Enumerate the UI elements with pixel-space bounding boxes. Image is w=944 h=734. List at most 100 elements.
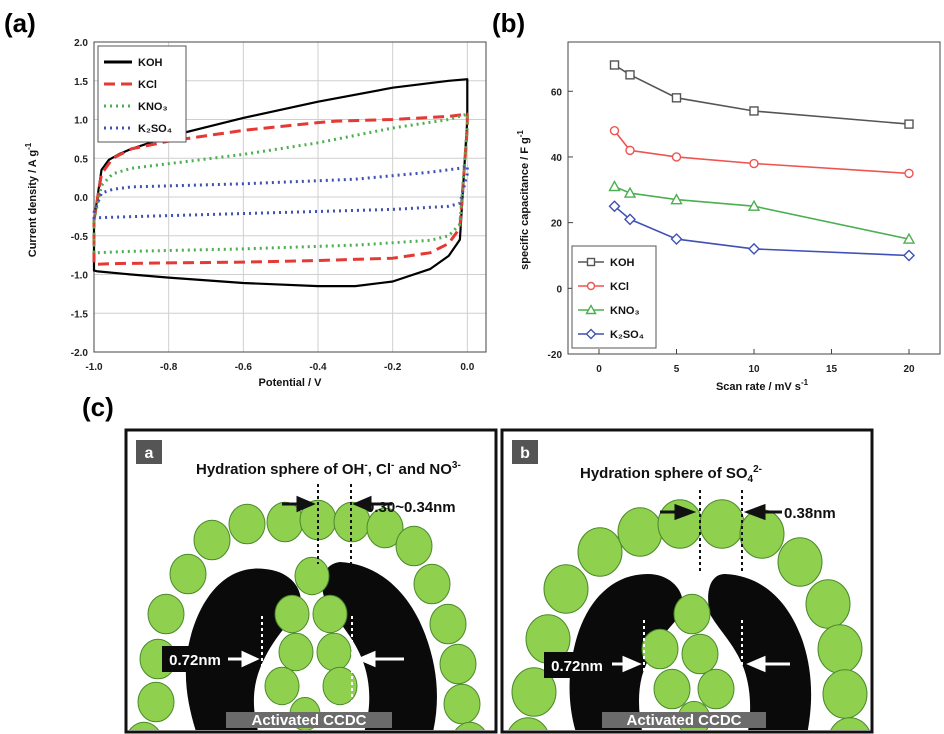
capacitance-point (585, 328, 597, 340)
hydration-sphere (228, 503, 266, 545)
hydration-sphere (697, 668, 735, 710)
base-label-right: Activated CCDC (626, 712, 741, 729)
panel-tag-a: a (145, 445, 154, 462)
capacitance-series-3 (613, 205, 910, 257)
hydration-sphere (312, 594, 348, 634)
capacitance-legend: KOH KCl KNO₃ K₂SO₄ (571, 245, 657, 349)
pore-arrow-left-icon-b (746, 655, 790, 673)
hydration-sphere (294, 556, 330, 596)
hydration-sphere (543, 564, 589, 614)
capacitance-x-tick-label: 15 (826, 364, 838, 375)
cv-x-tick-label: -0.4 (309, 362, 327, 373)
panel-c-label: (c) (82, 392, 114, 422)
hydration-sphere (169, 553, 207, 595)
hydration-sphere (699, 499, 745, 549)
capacitance-x-tick-label: 10 (748, 364, 760, 375)
capacitance-x-tick-label: 0 (596, 364, 602, 375)
capacitance-point (904, 119, 914, 129)
cv-legend-label: KOH (138, 57, 163, 69)
hydration-sphere (805, 579, 851, 629)
capacitance-point (586, 281, 596, 291)
hydration-sphere (777, 537, 823, 587)
carbon-pore-wall-left-a (185, 568, 301, 730)
cv-y-tick-label: 1.5 (74, 77, 88, 88)
hydration-title-left: Hydration sphere of OH-, Cl- and NO3- (196, 460, 461, 478)
hydration-sphere (681, 633, 719, 675)
pore-label-right-box (544, 652, 610, 678)
arrow-right-icon (282, 495, 316, 513)
hydration-title-right: Hydration sphere of SO42- (580, 464, 762, 485)
cv-y-tick-label: 2.0 (74, 38, 88, 49)
capacitance-legend-label: KNO₃ (610, 305, 640, 317)
pore-label-left: 0.72nm (169, 652, 221, 669)
hydration-sphere (641, 628, 679, 670)
capacitance-point (625, 70, 635, 80)
cv-legend-label: K₂SO₄ (138, 123, 172, 135)
capacitance-point (625, 145, 635, 156)
gap-label-right: 0.38nm (784, 505, 836, 522)
hydration-sphere (316, 632, 352, 672)
hydration-sphere (511, 667, 557, 717)
hydration-sphere (147, 593, 185, 635)
cv-x-tick-label: -0.6 (235, 362, 253, 373)
cv-legend-label: KCl (138, 79, 157, 91)
hydration-sphere (830, 717, 870, 730)
hydration-sphere (137, 681, 175, 723)
capacitance-point (747, 199, 761, 211)
diagram-panel-right: b Hydration sphere of SO42- 0.38nm 0.72n… (500, 428, 874, 734)
capacitance-point (749, 158, 759, 169)
capacitance-series (608, 60, 916, 262)
capacitance-legend-label: KOH (610, 257, 635, 269)
cv-y-tick-label: -1.0 (71, 271, 89, 282)
carbon-pore-wall-right-a (322, 562, 437, 730)
hydration-sphere (617, 507, 663, 557)
hydration-sphere (439, 643, 477, 685)
capacitance-series-1 (613, 130, 910, 175)
base-bar-right (602, 712, 766, 728)
gap-label-left: 0.30~0.34nm (366, 499, 456, 516)
capacitance-y-tick-label: 0 (556, 284, 562, 295)
cv-y-tick-label: -0.5 (71, 232, 89, 243)
hydration-sphere (822, 669, 868, 719)
capacitance-point (585, 304, 597, 315)
cv-series (92, 78, 469, 288)
base-label-left: Activated CCDC (251, 712, 366, 729)
hydration-sphere (264, 666, 300, 706)
pore-arrow-right-icon-b (612, 655, 642, 673)
capacitance-point (749, 106, 759, 116)
carbon-pore-wall-left-b (569, 574, 683, 730)
hydration-sphere (429, 603, 467, 645)
base-bar-left (226, 712, 392, 728)
pore-arrow-right-icon (228, 650, 260, 668)
capacitance-point (671, 93, 682, 103)
panel-a-label: (a) (4, 8, 36, 38)
cv-y-tick-label: 1.0 (74, 116, 88, 127)
arrow-right-icon-b (660, 503, 697, 521)
arrow-left-icon-b (743, 503, 782, 521)
capacitance-point (624, 213, 636, 226)
capacitance-point (609, 60, 620, 70)
capacitance-x-tick-label: 5 (674, 364, 680, 375)
cv-x-tick-label: -0.2 (384, 362, 402, 373)
hydration-sphere (443, 683, 481, 725)
cv-series-2 (92, 112, 469, 255)
arrow-left-icon (352, 495, 392, 513)
cv-y-tick-label: 0.5 (74, 154, 88, 165)
capacitance-y-tick-label: 60 (551, 87, 563, 98)
cv-legend-label: KNO₃ (138, 101, 168, 113)
hydration-sphere (193, 519, 231, 561)
hydration-sphere (366, 507, 404, 549)
capacitance-series-0 (614, 64, 910, 125)
capacitance-point (748, 242, 760, 255)
capacitance-y-tick-label: 40 (551, 153, 563, 164)
hydration-diagram: a Hydration sphere of OH-, Cl- and NO3- … (124, 428, 874, 734)
cv-y-tick-label: 0.0 (74, 193, 88, 204)
capacitance-chart: 0 5 10 15 20 -20 0 20 40 60 Scan rate / mV s-1 s… (516, 41, 941, 393)
capacitance-legend-box (571, 245, 657, 349)
hydration-sphere (129, 721, 159, 730)
hydration-sphere (322, 666, 358, 706)
hydration-sphere (673, 593, 711, 635)
capacitance-point (671, 152, 682, 162)
capacitance-x-tick-label: 20 (903, 364, 915, 375)
pore-inner-spheres-right (641, 593, 735, 730)
